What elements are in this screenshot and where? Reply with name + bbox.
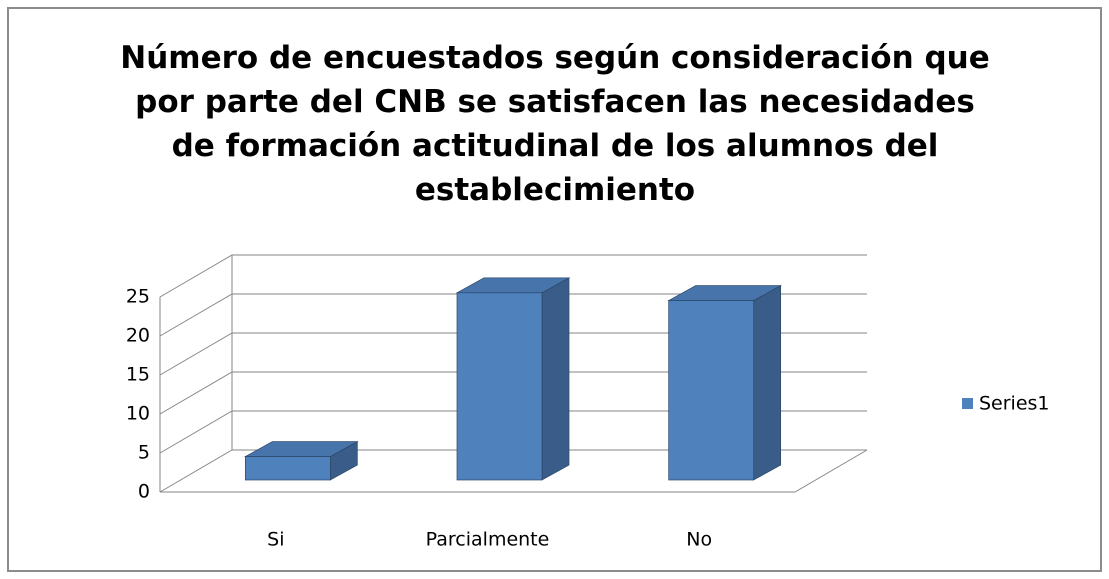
x-tick-label: No xyxy=(686,529,712,551)
legend-label: Series1 xyxy=(979,393,1050,415)
y-tick-label: 0 xyxy=(138,481,150,503)
y-tick-label: 20 xyxy=(126,325,150,347)
y-tick-label: 5 xyxy=(138,442,150,464)
grid-line xyxy=(159,410,867,454)
bar xyxy=(668,300,755,481)
bar-side xyxy=(541,277,570,481)
grid-line xyxy=(159,293,867,337)
floor xyxy=(160,449,868,493)
y-tick-label: 25 xyxy=(126,286,150,308)
x-tick-label: Si xyxy=(267,529,284,551)
grid-line xyxy=(159,371,867,415)
grid-line xyxy=(159,254,867,298)
bar-side xyxy=(753,285,782,481)
y-tick-label: 15 xyxy=(126,364,150,386)
grid-line xyxy=(159,449,867,493)
grid-line xyxy=(159,332,867,376)
bar xyxy=(456,292,543,481)
y-tick-label: 10 xyxy=(126,403,150,425)
x-tick-label: Parcialmente xyxy=(426,529,550,551)
bar xyxy=(244,456,331,481)
legend-swatch xyxy=(962,398,973,409)
chart-title: Número de encuestados según consideració… xyxy=(120,40,990,208)
